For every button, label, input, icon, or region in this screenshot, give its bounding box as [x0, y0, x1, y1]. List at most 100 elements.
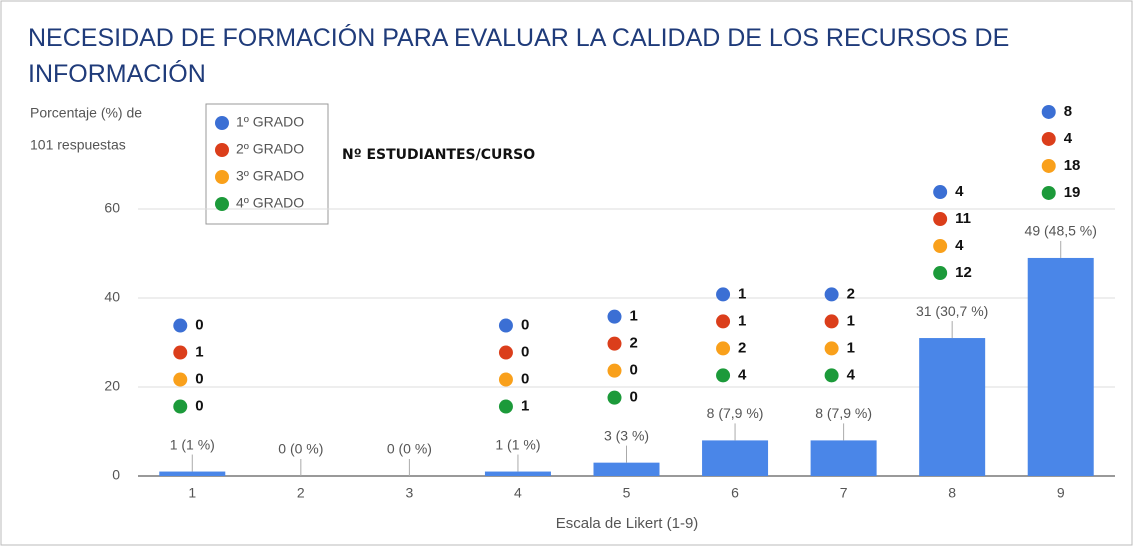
- bar: [1027, 257, 1094, 476]
- grade-count: 0: [630, 389, 638, 406]
- value-label: 8 (7,9 %): [815, 405, 872, 421]
- chart-title: NECESIDAD DE FORMACIÓN PARA EVALUAR LA C…: [28, 24, 1010, 88]
- legend-label: 3º GRADO: [236, 168, 304, 184]
- grade-count: 0: [521, 371, 529, 388]
- grade-dot: [1041, 185, 1056, 200]
- grade-count: 1: [738, 285, 746, 302]
- bar: [919, 338, 986, 476]
- grade-dot: [933, 212, 948, 227]
- grade-dot: [173, 399, 188, 414]
- grade-count: 18: [1064, 157, 1081, 174]
- value-label: 0 (0 %): [278, 441, 323, 457]
- grade-count: 0: [521, 344, 529, 361]
- grade-count: 4: [847, 366, 856, 383]
- legend-label: 4º GRADO: [236, 195, 304, 211]
- grade-dot: [607, 363, 622, 378]
- grade-count: 2: [630, 335, 638, 352]
- y-tick-label: 0: [112, 467, 120, 483]
- grade-dot: [716, 314, 731, 329]
- grade-dot: [824, 341, 839, 356]
- grade-dot: [498, 372, 513, 387]
- x-tick-label: 3: [405, 485, 413, 501]
- value-label: 49 (48,5 %): [1025, 223, 1097, 239]
- grade-count: 4: [955, 237, 964, 254]
- y-axis-label: Porcentaje (%) de: [30, 105, 142, 121]
- grade-dot: [498, 345, 513, 360]
- x-tick-label: 2: [297, 485, 305, 501]
- y-tick-label: 40: [104, 289, 120, 305]
- grade-dot: [716, 287, 731, 302]
- legend-label: 1º GRADO: [236, 114, 304, 130]
- grade-count: 1: [195, 344, 203, 361]
- x-tick-label: 9: [1057, 485, 1065, 501]
- grade-count: 2: [738, 339, 746, 356]
- y-tick-label: 20: [104, 378, 120, 394]
- grade-count: 2: [847, 285, 855, 302]
- grade-dot: [498, 318, 513, 333]
- value-label: 1 (1 %): [170, 436, 215, 452]
- value-label: 31 (30,7 %): [916, 303, 988, 319]
- value-label: 8 (7,9 %): [707, 405, 764, 421]
- x-tick-label: 8: [948, 485, 956, 501]
- grade-count: 0: [195, 398, 203, 415]
- x-axis-label: Escala de Likert (1-9): [556, 515, 699, 532]
- grade-count: 1: [521, 398, 529, 415]
- grade-count: 19: [1064, 184, 1081, 201]
- grade-count: 1: [847, 312, 855, 329]
- grade-count: 12: [955, 264, 972, 281]
- grade-count: 1: [630, 308, 638, 325]
- grade-dot: [607, 309, 622, 324]
- grade-dot: [607, 336, 622, 351]
- grade-count: 4: [955, 183, 964, 200]
- y-tick-label: 60: [104, 200, 120, 216]
- legend-marker: [215, 197, 229, 211]
- grade-dot: [1041, 158, 1056, 173]
- annotation: Nº ESTUDIANTES/CURSO: [342, 147, 535, 163]
- legend-marker: [215, 116, 229, 130]
- grade-count: 4: [738, 366, 747, 383]
- grade-dot: [1041, 104, 1056, 119]
- grade-count: 0: [195, 317, 203, 334]
- legend-marker: [215, 143, 229, 157]
- grade-count: 0: [521, 317, 529, 334]
- bar: [159, 471, 226, 476]
- value-label: 0 (0 %): [387, 441, 432, 457]
- bar: [810, 440, 877, 476]
- grade-dot: [1041, 131, 1056, 146]
- bar: [702, 440, 769, 476]
- grade-count: 8: [1064, 103, 1072, 120]
- grade-dot: [824, 314, 839, 329]
- value-label: 1 (1 %): [495, 436, 540, 452]
- bar: [593, 462, 660, 476]
- grade-count: 11: [955, 210, 971, 227]
- grade-dot: [173, 345, 188, 360]
- grade-dot: [824, 287, 839, 302]
- grade-dot: [933, 266, 948, 281]
- y-axis-label: 101 respuestas: [30, 137, 126, 153]
- grade-count: 1: [847, 339, 855, 356]
- grade-dot: [607, 390, 622, 405]
- value-label: 3 (3 %): [604, 427, 649, 443]
- x-tick-label: 4: [514, 485, 522, 501]
- x-tick-label: 1: [188, 485, 196, 501]
- grade-dot: [498, 399, 513, 414]
- grade-count: 0: [195, 371, 203, 388]
- bar: [484, 471, 551, 476]
- x-tick-label: 6: [731, 485, 739, 501]
- grade-dot: [933, 239, 948, 254]
- x-tick-label: 5: [623, 485, 631, 501]
- grade-dot: [173, 372, 188, 387]
- grade-dot: [173, 318, 188, 333]
- grade-dot: [933, 185, 948, 200]
- legend-label: 2º GRADO: [236, 141, 304, 157]
- grade-count: 0: [630, 362, 638, 379]
- legend-marker: [215, 170, 229, 184]
- grade-count: 1: [738, 312, 746, 329]
- grade-dot: [716, 368, 731, 383]
- grade-dot: [716, 341, 731, 356]
- grade-dot: [824, 368, 839, 383]
- x-tick-label: 7: [840, 485, 848, 501]
